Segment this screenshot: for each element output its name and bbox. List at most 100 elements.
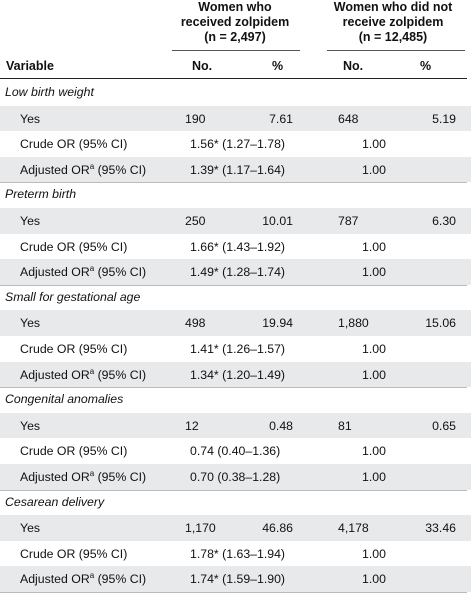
adjusted-or-label-main: Adjusted OR xyxy=(20,572,90,587)
group1-n: (n = 2,497) xyxy=(204,30,266,44)
adjusted-or-label: Adjusted ORa (95% CI) xyxy=(20,264,147,280)
footnote-marker: a xyxy=(89,366,95,376)
adjusted-or-label-main: Adjusted OR xyxy=(20,470,90,484)
crude-or-row: Crude OR (95% CI) 1.78* (1.63–1.94) 1.00 xyxy=(0,541,471,567)
crude-or-reference: 1.00 xyxy=(362,137,386,152)
group2-header: Women who did not receive zolpidem (n = … xyxy=(318,0,468,45)
group2-line2: receive zolpidem xyxy=(342,15,444,29)
section-title: Small for gestational age xyxy=(5,289,141,304)
crude-or-value: 1.66* (1.43–1.92) xyxy=(190,239,286,254)
not-received-percent: 5.19 xyxy=(432,111,456,126)
adjusted-or-label-ci: (95% CI) xyxy=(94,367,147,382)
yes-row: Yes 12 0.48 81 0.65 xyxy=(0,412,471,439)
adjusted-or-label-ci: (95% CI) xyxy=(94,162,147,177)
not-received-count: 1,880 xyxy=(338,316,369,331)
yes-row: Yes 250 10.01 787 6.30 xyxy=(0,208,471,234)
yes-label: Yes xyxy=(20,111,41,126)
footnote-marker: a xyxy=(89,571,95,581)
adjusted-or-row: Adjusted ORa (95% CI) 1.34* (1.20–1.49) 1.… xyxy=(0,361,471,388)
received-percent: 0.48 xyxy=(269,418,293,433)
adjusted-or-label-ci: (95% CI) xyxy=(94,470,147,484)
section-title: Preterm birth xyxy=(5,187,77,202)
adjusted-or-row: Adjusted ORa (95% CI) 0.70 (0.38–1.28) 1.0… xyxy=(0,464,471,490)
crude-or-row: Crude OR (95% CI) 1.56* (1.27–1.78) 1.00 xyxy=(0,131,471,157)
adjusted-or-label: Adjusted ORa (95% CI) xyxy=(20,366,147,382)
not-received-percent: 6.30 xyxy=(432,214,456,228)
not-received-count: 81 xyxy=(338,418,352,433)
adjusted-or-value: 0.70 (0.38–1.28) xyxy=(190,470,281,484)
received-count: 250 xyxy=(185,214,206,228)
footnote-marker: a xyxy=(89,161,95,171)
crude-or-label: Crude OR (95% CI) xyxy=(20,239,128,254)
received-percent: 7.61 xyxy=(269,111,293,126)
group2-n: (n = 12,485) xyxy=(358,30,428,44)
group1-underline xyxy=(172,50,300,51)
no-column-header-2: No. xyxy=(343,59,364,73)
adjusted-or-label-ci: (95% CI) xyxy=(94,572,147,587)
adjusted-or-value: 1.49* (1.28–1.74) xyxy=(190,265,286,280)
yes-label: Yes xyxy=(20,214,41,228)
adjusted-or-reference: 1.00 xyxy=(362,265,386,280)
adjusted-or-label: Adjusted ORa (95% CI) xyxy=(20,161,147,177)
not-received-percent: 33.46 xyxy=(425,521,456,536)
adjusted-or-row: Adjusted ORa (95% CI) 1.49* (1.28–1.74) 1.… xyxy=(0,259,471,285)
pct-column-header-1: % xyxy=(272,59,284,73)
section-divider xyxy=(0,387,467,389)
header-rule xyxy=(0,78,467,79)
not-received-percent: 15.06 xyxy=(425,316,456,331)
not-received-count: 787 xyxy=(338,214,359,228)
adjusted-or-label: Adjusted ORa (95% CI) xyxy=(20,571,147,587)
footnote-marker: a xyxy=(89,264,95,274)
pct-column-header-2: % xyxy=(420,59,432,73)
adjusted-or-label-main: Adjusted OR xyxy=(20,265,90,280)
adjusted-or-value: 1.39* (1.17–1.64) xyxy=(190,162,286,177)
adjusted-or-label: Adjusted ORa (95% CI) xyxy=(20,469,147,484)
crude-or-row: Crude OR (95% CI) 1.66* (1.43–1.92) 1.00 xyxy=(0,234,471,260)
adjusted-or-reference: 1.00 xyxy=(362,470,386,484)
group1-line2: received zolpidem xyxy=(180,15,290,29)
received-count: 498 xyxy=(185,316,206,331)
adjusted-or-reference: 1.00 xyxy=(362,572,386,587)
adjusted-or-row: Adjusted ORa (95% CI) 1.74* (1.59–1.90) 1.… xyxy=(0,566,471,592)
not-received-percent: 0.65 xyxy=(432,418,456,433)
not-received-count: 4,178 xyxy=(338,521,369,536)
group2-underline xyxy=(327,50,465,51)
received-percent: 19.94 xyxy=(262,316,293,331)
crude-or-label: Crude OR (95% CI) xyxy=(20,137,128,152)
received-count: 1,170 xyxy=(185,521,216,536)
crude-or-value: 1.78* (1.63–1.94) xyxy=(190,546,286,561)
crude-or-row: Crude OR (95% CI) 0.74 (0.40–1.36) 1.00 xyxy=(0,438,471,464)
adjusted-or-value: 1.34* (1.20–1.49) xyxy=(190,367,286,382)
not-received-count: 648 xyxy=(338,111,359,126)
variable-column-header: Variable xyxy=(6,59,54,73)
section-divider xyxy=(0,489,467,491)
crude-or-reference: 1.00 xyxy=(362,239,386,254)
section-title: Low birth weight xyxy=(5,85,94,99)
adjusted-or-label-main: Adjusted OR xyxy=(20,162,90,177)
adjusted-or-row: Adjusted ORa (95% CI) 1.39* (1.17–1.64) 1.… xyxy=(0,156,471,183)
adjusted-or-label-ci: (95% CI) xyxy=(94,265,147,280)
crude-or-value: 1.56* (1.27–1.78) xyxy=(190,137,286,152)
crude-or-reference: 1.00 xyxy=(362,444,386,459)
crude-or-reference: 1.00 xyxy=(362,546,386,561)
adjusted-or-label-main: Adjusted OR xyxy=(20,367,90,382)
adjusted-or-reference: 1.00 xyxy=(362,367,386,382)
yes-row: Yes 1,170 46.86 4,178 33.46 xyxy=(0,515,471,541)
section-divider xyxy=(0,182,467,184)
received-count: 12 xyxy=(185,418,199,433)
crude-or-value: 1.41* (1.26–1.57) xyxy=(190,342,286,356)
crude-or-row: Crude OR (95% CI) 1.41* (1.26–1.57) 1.00 xyxy=(0,336,471,362)
received-percent: 10.01 xyxy=(262,214,293,228)
yes-label: Yes xyxy=(20,521,41,536)
crude-or-value: 0.74 (0.40–1.36) xyxy=(190,444,281,459)
section-title: Cesarean delivery xyxy=(5,494,105,509)
crude-or-label: Crude OR (95% CI) xyxy=(20,546,128,561)
received-count: 190 xyxy=(185,111,206,126)
yes-row: Yes 190 7.61 648 5.19 xyxy=(0,105,471,132)
crude-or-label: Crude OR (95% CI) xyxy=(20,444,128,459)
adjusted-or-reference: 1.00 xyxy=(362,162,386,177)
section-title: Congenital anomalies xyxy=(5,392,124,407)
section-divider xyxy=(0,284,467,286)
yes-label: Yes xyxy=(20,316,41,331)
